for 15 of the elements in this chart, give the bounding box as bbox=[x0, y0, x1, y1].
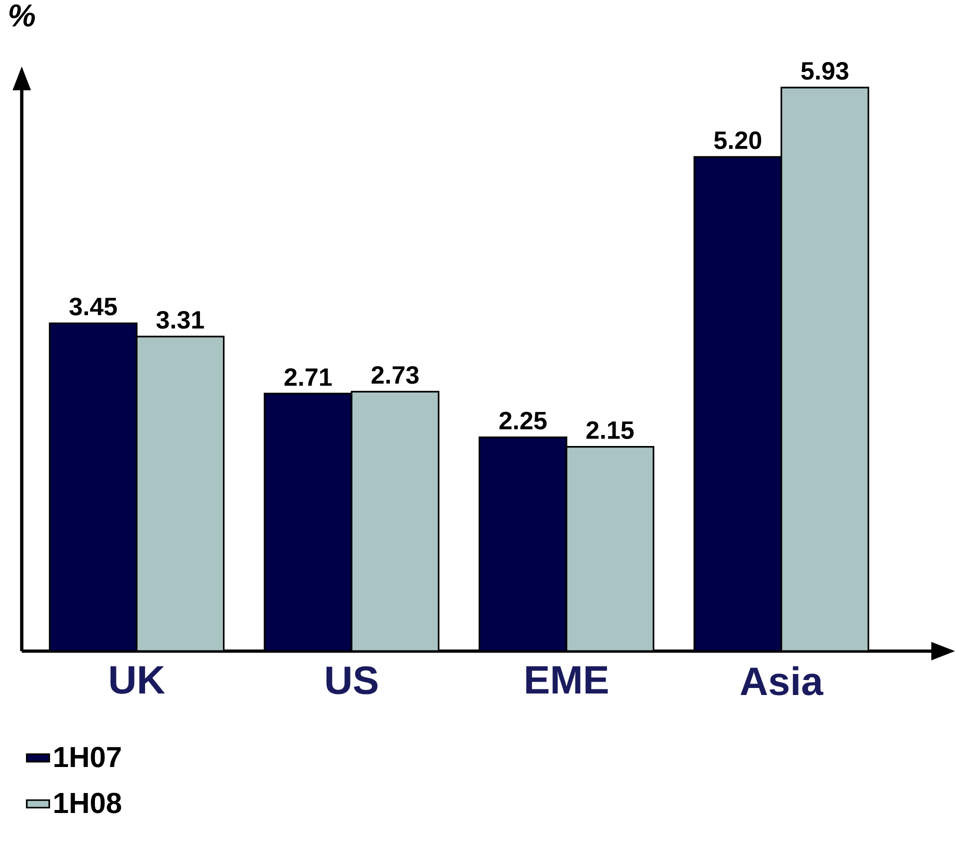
data-label: 2.71 bbox=[284, 368, 332, 386]
data-label: 2.25 bbox=[499, 412, 547, 430]
data-label: 3.45 bbox=[69, 298, 117, 316]
data-label: 3.31 bbox=[156, 311, 204, 329]
x-tick-label: US bbox=[326, 666, 378, 694]
x-tick-label: EME bbox=[526, 666, 608, 694]
data-label: 5.93 bbox=[801, 62, 848, 80]
legend-label: 1H07 bbox=[54, 746, 121, 768]
x-tick-label: Asia bbox=[740, 666, 824, 696]
legend-label: 1H08 bbox=[54, 792, 122, 814]
data-label: 2.15 bbox=[586, 421, 634, 440]
data-label: 2.73 bbox=[372, 366, 419, 384]
data-label: 5.20 bbox=[714, 132, 762, 150]
y-axis-title: % bbox=[9, 4, 35, 27]
x-tick-label: UK bbox=[110, 666, 165, 694]
